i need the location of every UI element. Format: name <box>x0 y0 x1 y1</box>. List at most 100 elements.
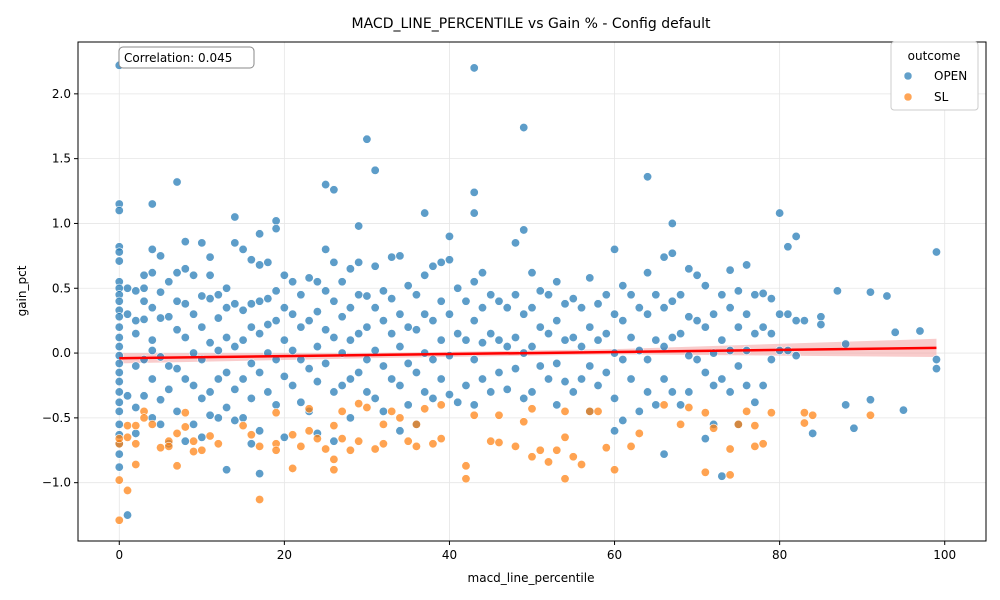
data-point-sl <box>114 475 124 485</box>
data-point-open <box>147 345 157 355</box>
data-point-open <box>156 313 166 323</box>
data-point-open <box>808 428 818 438</box>
data-point-open <box>114 368 124 378</box>
data-point-open <box>362 355 372 365</box>
data-point-open <box>502 342 512 352</box>
data-point-open <box>882 291 892 301</box>
data-point-open <box>354 221 364 231</box>
data-point-open <box>296 397 306 407</box>
data-point-open <box>750 329 760 339</box>
data-point-open <box>758 288 768 298</box>
data-point-open <box>222 465 232 475</box>
data-point-sl <box>172 428 182 438</box>
data-point-open <box>403 281 413 291</box>
y-tick-label: −0.5 <box>42 411 71 425</box>
data-point-open <box>197 393 207 403</box>
data-point-sl <box>527 452 537 462</box>
data-point-open <box>147 244 157 254</box>
data-point-open <box>676 290 686 300</box>
data-point-sl <box>758 439 768 449</box>
data-point-open <box>700 368 710 378</box>
data-point-open <box>337 312 347 322</box>
data-point-open <box>453 397 463 407</box>
data-point-open <box>841 339 851 349</box>
data-point-open <box>610 309 620 319</box>
data-point-open <box>577 342 587 352</box>
data-point-open <box>420 348 430 358</box>
data-point-open <box>494 296 504 306</box>
data-point-open <box>477 338 487 348</box>
data-point-open <box>222 333 232 343</box>
data-point-open <box>766 355 776 365</box>
data-point-open <box>403 322 413 332</box>
data-point-open <box>139 296 149 306</box>
data-point-open <box>123 309 133 319</box>
data-point-open <box>436 374 446 384</box>
data-point-open <box>230 238 240 248</box>
data-point-open <box>222 368 232 378</box>
data-point-sl <box>197 445 207 455</box>
data-point-open <box>312 277 322 287</box>
data-point-open <box>915 326 925 336</box>
data-point-open <box>643 309 653 319</box>
data-point-open <box>189 270 199 280</box>
data-point-open <box>362 322 372 332</box>
data-point-open <box>676 329 686 339</box>
data-point-open <box>230 415 240 425</box>
data-point-open <box>610 393 620 403</box>
data-point-open <box>725 303 735 313</box>
data-point-sl <box>139 413 149 423</box>
data-point-open <box>865 287 875 297</box>
data-point-open <box>717 471 727 481</box>
data-point-sl <box>610 465 620 475</box>
data-point-open <box>271 316 281 326</box>
data-point-open <box>436 296 446 306</box>
data-point-open <box>643 268 653 278</box>
data-point-open <box>205 294 215 304</box>
data-point-open <box>238 305 248 315</box>
x-tick-label: 80 <box>772 548 787 562</box>
data-point-sl <box>172 461 182 471</box>
data-point-open <box>832 286 842 296</box>
data-point-open <box>172 296 182 306</box>
data-point-open <box>205 387 215 397</box>
data-point-sl <box>411 441 421 451</box>
data-point-open <box>329 333 339 343</box>
data-point-open <box>585 273 595 283</box>
data-point-open <box>370 261 380 271</box>
data-point-open <box>263 294 273 304</box>
data-point-open <box>321 286 331 296</box>
data-point-open <box>461 335 471 345</box>
data-point-open <box>296 322 306 332</box>
legend-title: outcome <box>908 49 961 63</box>
data-point-open <box>255 469 265 479</box>
data-point-open <box>156 287 166 297</box>
data-point-open <box>312 377 322 387</box>
data-point-open <box>700 322 710 332</box>
data-point-open <box>370 393 380 403</box>
data-point-open <box>271 224 281 234</box>
data-point-open <box>766 329 776 339</box>
data-point-sl <box>304 404 314 414</box>
data-point-open <box>618 355 628 365</box>
data-point-open <box>279 371 289 381</box>
data-point-open <box>700 434 710 444</box>
data-point-open <box>114 296 124 306</box>
data-point-open <box>180 374 190 384</box>
data-point-open <box>428 355 438 365</box>
data-point-sl <box>131 421 141 431</box>
data-point-open <box>321 358 331 368</box>
data-point-open <box>560 299 570 309</box>
data-point-open <box>345 413 355 423</box>
data-point-sl <box>114 434 124 444</box>
data-point-open <box>535 286 545 296</box>
data-point-open <box>131 361 141 371</box>
data-point-open <box>164 312 174 322</box>
data-point-open <box>643 172 653 182</box>
data-point-open <box>568 333 578 343</box>
data-point-open <box>172 325 182 335</box>
data-point-sl <box>799 408 809 418</box>
data-point-open <box>453 283 463 293</box>
data-point-open <box>395 342 405 352</box>
regression-line-segment <box>119 346 937 360</box>
